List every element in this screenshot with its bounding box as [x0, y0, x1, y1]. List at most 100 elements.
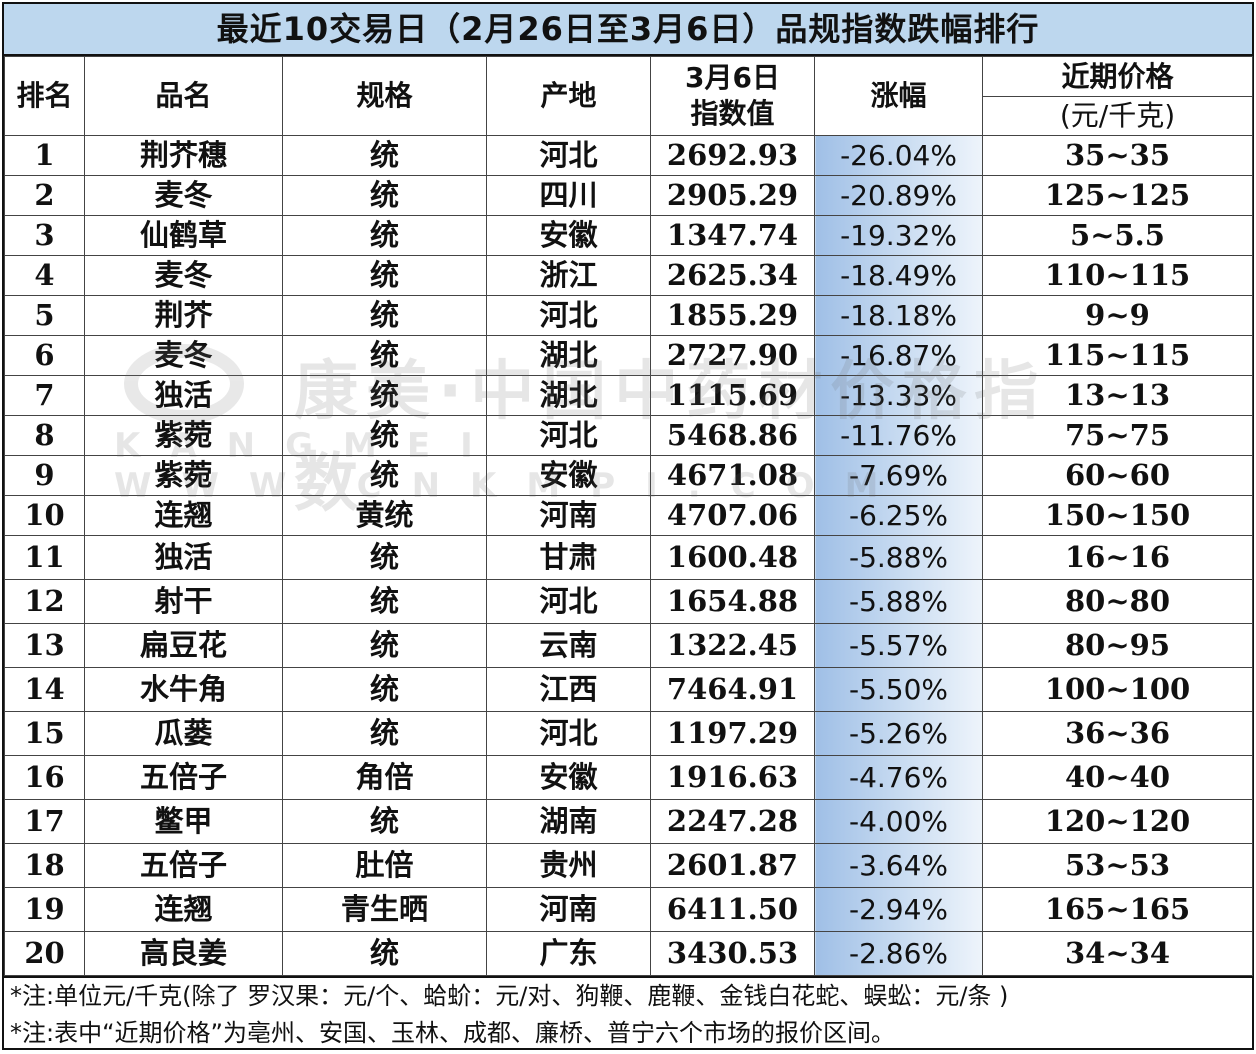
- cell-price: 75~75: [982, 415, 1253, 456]
- cell-spec: 统: [282, 295, 487, 336]
- table-row: 4 麦冬统浙江 2625.34 -18.49% 110~115: [4, 255, 1253, 296]
- cell-rank: 12: [4, 579, 85, 624]
- cell-rank: 20: [4, 931, 85, 976]
- cell-spec: 统: [282, 175, 487, 216]
- table-row: 1 荆芥穗统河北 2692.93 -26.04% 35~35: [4, 135, 1253, 176]
- cell-origin: 贵州: [486, 843, 651, 888]
- cell-price: 150~150: [982, 495, 1253, 536]
- cell-spec: 统: [282, 215, 487, 256]
- cell-spec: 统: [282, 135, 487, 176]
- cell-rank: 6: [4, 335, 85, 376]
- table-row: 15 瓜蒌统河北 1197.29 -5.26% 36~36: [4, 711, 1253, 756]
- cell-rank: 14: [4, 667, 85, 712]
- cell-origin: 云南: [486, 623, 651, 668]
- cell-index: 1600.48: [650, 535, 815, 580]
- ranking-table: 排名 品名 规格 产地 3月6日 指数值 涨幅 近期价格 (元/千克) 1 荆芥穗…: [4, 56, 1253, 976]
- cell-spec: 统: [282, 335, 487, 376]
- cell-origin: 甘肃: [486, 535, 651, 580]
- cell-spec: 统: [282, 579, 487, 624]
- cell-index: 2601.87: [650, 843, 815, 888]
- table-row: 9 紫菀统安徽 4671.08 -7.69% 60~60: [4, 455, 1253, 496]
- header-name: 品名: [84, 56, 283, 136]
- cell-price: 16~16: [982, 535, 1253, 580]
- cell-price: 100~100: [982, 667, 1253, 712]
- cell-change: -3.64%: [814, 843, 983, 888]
- cell-index: 2692.93: [650, 135, 815, 176]
- cell-rank: 11: [4, 535, 85, 580]
- cell-change: -16.87%: [814, 335, 983, 376]
- header-price-line1: 近期价格: [983, 58, 1252, 97]
- cell-rank: 8: [4, 415, 85, 456]
- cell-origin: 河北: [486, 135, 651, 176]
- cell-rank: 13: [4, 623, 85, 668]
- cell-index: 7464.91: [650, 667, 815, 712]
- cell-name: 仙鹤草: [84, 215, 283, 256]
- cell-name: 水牛角: [84, 667, 283, 712]
- cell-spec: 肚倍: [282, 843, 487, 888]
- cell-name: 高良姜: [84, 931, 283, 976]
- cell-origin: 河北: [486, 711, 651, 756]
- table-row: 8 紫菀统河北 5468.86 -11.76% 75~75: [4, 415, 1253, 456]
- cell-spec: 统: [282, 667, 487, 712]
- cell-change: -18.49%: [814, 255, 983, 296]
- notes: *注:单位元/千克(除了 罗汉果：元/个、蛤蚧：元/对、狗鞭、鹿鞭、金钱白花蛇、…: [4, 976, 1252, 1052]
- cell-name: 独活: [84, 535, 283, 580]
- cell-price: 36~36: [982, 711, 1253, 756]
- cell-spec: 统: [282, 375, 487, 416]
- cell-index: 3430.53: [650, 931, 815, 976]
- cell-name: 扁豆花: [84, 623, 283, 668]
- cell-origin: 河南: [486, 887, 651, 932]
- cell-name: 鳖甲: [84, 799, 283, 844]
- cell-spec: 统: [282, 711, 487, 756]
- table-row: 3 仙鹤草统安徽 1347.74 -19.32% 5~5.5: [4, 215, 1253, 256]
- cell-name: 荆芥穗: [84, 135, 283, 176]
- cell-price: 110~115: [982, 255, 1253, 296]
- cell-change: -5.88%: [814, 579, 983, 624]
- table-row: 20 高良姜统广东 3430.53 -2.86% 34~34: [4, 931, 1253, 976]
- cell-change: -4.76%: [814, 755, 983, 800]
- cell-change: -5.50%: [814, 667, 983, 712]
- cell-price: 13~13: [982, 375, 1253, 416]
- table-row: 7 独活统湖北 1115.69 -13.33% 13~13: [4, 375, 1253, 416]
- cell-rank: 19: [4, 887, 85, 932]
- cell-spec: 统: [282, 255, 487, 296]
- cell-index: 2625.34: [650, 255, 815, 296]
- cell-spec: 统: [282, 415, 487, 456]
- note-unit: *注:单位元/千克(除了 罗汉果：元/个、蛤蚧：元/对、狗鞭、鹿鞭、金钱白花蛇、…: [10, 982, 1009, 1010]
- cell-spec: 青生晒: [282, 887, 487, 932]
- cell-name: 麦冬: [84, 335, 283, 376]
- cell-rank: 9: [4, 455, 85, 496]
- cell-spec: 统: [282, 931, 487, 976]
- cell-price: 35~35: [982, 135, 1253, 176]
- cell-origin: 河南: [486, 495, 651, 536]
- cell-origin: 江西: [486, 667, 651, 712]
- cell-origin: 湖北: [486, 335, 651, 376]
- cell-change: -2.86%: [814, 931, 983, 976]
- cell-name: 麦冬: [84, 175, 283, 216]
- cell-index: 2905.29: [650, 175, 815, 216]
- header-price-line2: (元/千克): [1059, 99, 1176, 132]
- table-row: 2 麦冬统四川 2905.29 -20.89% 125~125: [4, 175, 1253, 216]
- cell-change: -19.32%: [814, 215, 983, 256]
- cell-name: 连翘: [84, 495, 283, 536]
- header-index: 3月6日 指数值: [650, 56, 815, 136]
- cell-origin: 湖北: [486, 375, 651, 416]
- cell-index: 1322.45: [650, 623, 815, 668]
- cell-origin: 广东: [486, 931, 651, 976]
- cell-price: 60~60: [982, 455, 1253, 496]
- cell-price: 80~95: [982, 623, 1253, 668]
- cell-spec: 统: [282, 535, 487, 580]
- cell-change: -6.25%: [814, 495, 983, 536]
- table-row: 17 鳖甲统湖南 2247.28 -4.00% 120~120: [4, 799, 1253, 844]
- cell-index: 1347.74: [650, 215, 815, 256]
- table-row: 11 独活统甘肃 1600.48 -5.88% 16~16: [4, 535, 1253, 580]
- cell-change: -5.57%: [814, 623, 983, 668]
- table-header-row: 排名 品名 规格 产地 3月6日 指数值 涨幅 近期价格 (元/千克): [4, 56, 1253, 136]
- table-row: 5 荆芥统河北 1855.29 -18.18% 9~9: [4, 295, 1253, 336]
- header-origin: 产地: [486, 56, 651, 136]
- cell-spec: 黄统: [282, 495, 487, 536]
- cell-price: 9~9: [982, 295, 1253, 336]
- cell-rank: 10: [4, 495, 85, 536]
- cell-index: 1654.88: [650, 579, 815, 624]
- cell-price: 80~80: [982, 579, 1253, 624]
